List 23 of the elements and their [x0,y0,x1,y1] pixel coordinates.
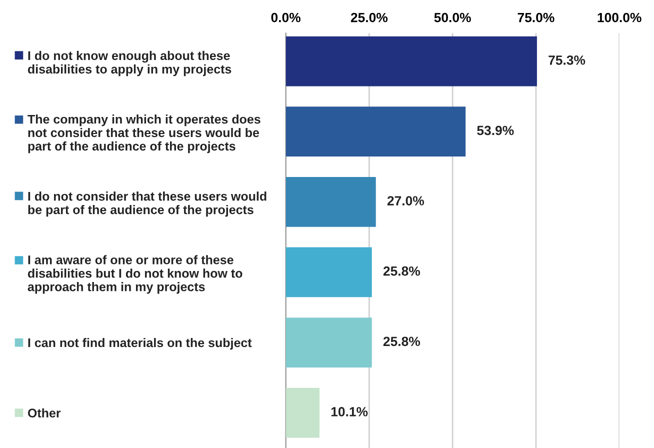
data-label: 27.0% [387,196,424,206]
x-tick-label: 25.0% [350,12,388,22]
data-label: 10.1% [331,407,368,416]
x-tick-label: 75.0% [518,12,554,22]
x-tick-label: 100.0% [598,12,642,22]
bar [286,176,376,227]
bar [286,36,537,86]
data-label: 75.3% [548,55,586,65]
x-tick-label: 0.0% [271,12,300,22]
y-tick-label: I do not consider that these users would be part of the audience of the projects [28,192,266,217]
bar [286,247,372,298]
y-tick-label: Other [28,408,61,418]
bar [286,388,320,438]
y-tick-label: I am aware of one or more of these disabilities but I do not know how to approach them in my projects [28,255,242,294]
y-tick-label: The company in which it operates does not consider that these users would be part of the audience of the projects [28,114,260,154]
y-tick-label: I can not find materials on the subject [28,338,252,350]
x-tick-label: 50.0% [434,12,471,22]
data-label: 25.8% [383,266,420,276]
bar [286,106,466,157]
data-label: 53.9% [477,126,514,136]
data-label: 25.8% [383,336,420,346]
bar [286,318,372,368]
y-tick-label: I do not know enough about these disabilities to apply in my projects [28,50,232,76]
